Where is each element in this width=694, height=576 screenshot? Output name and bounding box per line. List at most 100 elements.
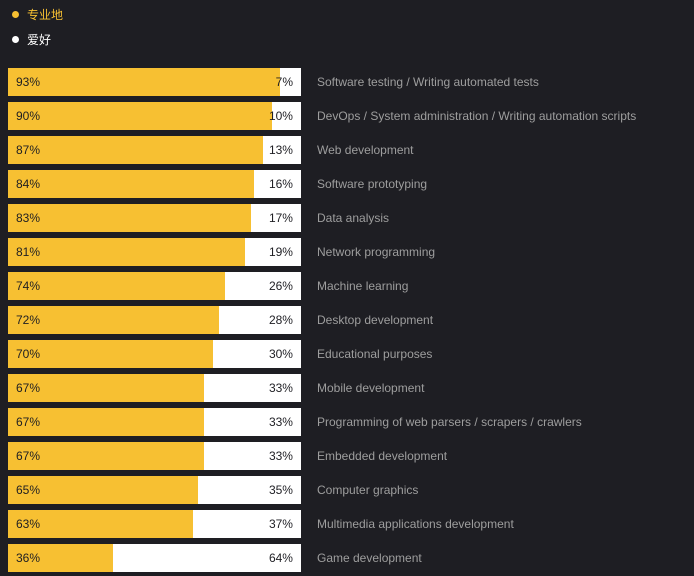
row-label: Web development	[301, 143, 414, 157]
bar-segment-secondary: 7%	[280, 68, 301, 96]
row-label: Software prototyping	[301, 177, 427, 191]
bar-area: 67% 33%	[8, 442, 301, 470]
legend-label: 爱好	[27, 31, 51, 48]
bar-area: 65% 35%	[8, 476, 301, 504]
bar-value-primary: 65%	[16, 483, 40, 497]
row-label: Data analysis	[301, 211, 389, 225]
bar-segment-secondary: 64%	[113, 544, 301, 572]
bar-segment-secondary: 19%	[245, 238, 301, 266]
chart-row: 87% 13% Web development	[8, 134, 686, 166]
bar-value-primary: 67%	[16, 415, 40, 429]
bar-segment-secondary: 26%	[225, 272, 301, 300]
bar-area: 72% 28%	[8, 306, 301, 334]
bar-value-secondary: 13%	[269, 143, 293, 157]
bar-segment-secondary: 35%	[198, 476, 301, 504]
bar-segment-secondary: 16%	[254, 170, 301, 198]
chart-row: 90%10%DevOps / System administration / W…	[8, 100, 686, 132]
bar-area: 74% 26%	[8, 272, 301, 300]
bar-value-secondary: 28%	[269, 313, 293, 327]
bar-segment-primary: 90%	[8, 102, 272, 130]
bar-segment-primary: 93%	[8, 68, 280, 96]
legend: 专业地爱好	[8, 6, 686, 66]
bar-area: 83% 17%	[8, 204, 301, 232]
bar-value-secondary: 33%	[269, 449, 293, 463]
bar-segment-primary: 67%	[8, 374, 204, 402]
bar-value-secondary: 19%	[269, 245, 293, 259]
bar-area: 63% 37%	[8, 510, 301, 538]
bar-segment-primary: 81%	[8, 238, 245, 266]
bar-value-secondary: 30%	[269, 347, 293, 361]
row-label: Game development	[301, 551, 422, 565]
bar-value-primary: 87%	[16, 143, 40, 157]
bar-value-secondary: 16%	[269, 177, 293, 191]
chart-row: 65% 35% Computer graphics	[8, 474, 686, 506]
bar-segment-primary: 67%	[8, 408, 204, 436]
bar-value-secondary: 26%	[269, 279, 293, 293]
row-label: Desktop development	[301, 313, 433, 327]
chart-row: 72% 28% Desktop development	[8, 304, 686, 336]
bar-value-secondary: 33%	[269, 415, 293, 429]
bar-segment-primary: 74%	[8, 272, 225, 300]
bar-value-secondary: 37%	[269, 517, 293, 531]
chart-row: 93% 7%Software testing / Writing automate…	[8, 66, 686, 98]
legend-dot-icon	[12, 11, 19, 18]
bar-segment-secondary: 33%	[204, 408, 301, 436]
bar-area: 87% 13%	[8, 136, 301, 164]
chart-row: 74% 26% Machine learning	[8, 270, 686, 302]
row-label: Machine learning	[301, 279, 408, 293]
chart-row: 63% 37% Multimedia applications developmen…	[8, 508, 686, 540]
bar-segment-primary: 67%	[8, 442, 204, 470]
row-label: Embedded development	[301, 449, 447, 463]
bar-area: 81% 19%	[8, 238, 301, 266]
row-label: Network programming	[301, 245, 435, 259]
bar-value-primary: 72%	[16, 313, 40, 327]
bar-area: 70% 30%	[8, 340, 301, 368]
bar-segment-secondary: 33%	[204, 374, 301, 402]
bar-segment-secondary: 37%	[193, 510, 301, 538]
bar-segment-primary: 72%	[8, 306, 219, 334]
bar-value-primary: 67%	[16, 381, 40, 395]
bar-segment-secondary: 30%	[213, 340, 301, 368]
bar-area: 67% 33%	[8, 374, 301, 402]
legend-item: 专业地	[12, 6, 686, 23]
bar-value-secondary: 10%	[269, 109, 293, 123]
bar-segment-primary: 70%	[8, 340, 213, 368]
bar-value-primary: 36%	[16, 551, 40, 565]
bar-area: 90%10%	[8, 102, 301, 130]
bar-value-secondary: 17%	[269, 211, 293, 225]
chart-row: 36% 64% Game development	[8, 542, 686, 574]
bar-area: 93% 7%	[8, 68, 301, 96]
chart-row: 81% 19% Network programming	[8, 236, 686, 268]
bar-segment-primary: 83%	[8, 204, 251, 232]
bar-value-primary: 63%	[16, 517, 40, 531]
bar-segment-primary: 65%	[8, 476, 198, 504]
bar-chart: 93% 7%Software testing / Writing automate…	[8, 66, 686, 576]
bar-value-primary: 84%	[16, 177, 40, 191]
row-label: Programming of web parsers / scrapers / …	[301, 415, 582, 429]
chart-row: 70%30%Educational purposes	[8, 338, 686, 370]
row-label: Computer graphics	[301, 483, 418, 497]
bar-segment-primary: 87%	[8, 136, 263, 164]
bar-segment-primary: 36%	[8, 544, 113, 572]
legend-dot-icon	[12, 36, 19, 43]
bar-value-primary: 81%	[16, 245, 40, 259]
bar-value-secondary: 35%	[269, 483, 293, 497]
bar-value-primary: 70%	[16, 347, 40, 361]
bar-segment-primary: 84%	[8, 170, 254, 198]
legend-item: 爱好	[12, 31, 686, 48]
row-label: Mobile development	[301, 381, 424, 395]
row-label: Software testing / Writing automated tes…	[301, 75, 539, 89]
bar-segment-primary: 63%	[8, 510, 193, 538]
chart-row: 67% 33% Embedded development	[8, 440, 686, 472]
row-label: Multimedia applications development	[301, 517, 514, 531]
row-label: DevOps / System administration / Writing…	[301, 109, 636, 123]
bar-value-primary: 74%	[16, 279, 40, 293]
bar-value-primary: 93%	[16, 75, 40, 89]
bar-area: 36% 64%	[8, 544, 301, 572]
bar-segment-secondary: 13%	[263, 136, 301, 164]
bar-value-secondary: 64%	[269, 551, 293, 565]
bar-segment-secondary: 28%	[219, 306, 301, 334]
bar-area: 67% 33%	[8, 408, 301, 436]
bar-value-secondary: 33%	[269, 381, 293, 395]
chart-row: 84% 16% Software prototyping	[8, 168, 686, 200]
